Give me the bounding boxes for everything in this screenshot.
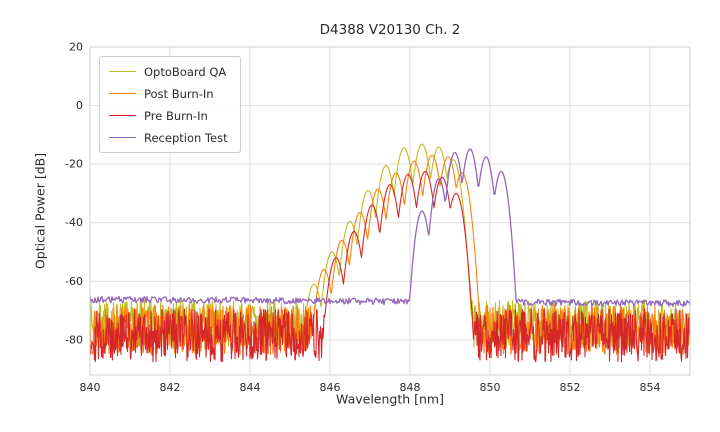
x-tick-label: 854 bbox=[640, 381, 661, 394]
x-tick-label: 844 bbox=[240, 381, 261, 394]
legend-label: Reception Test bbox=[144, 130, 228, 145]
legend-label: OptoBoard QA bbox=[144, 64, 227, 79]
x-tick-label: 848 bbox=[400, 381, 421, 394]
y-tick-label: 20 bbox=[69, 41, 83, 54]
legend-line-sample bbox=[109, 137, 136, 138]
series-line-reception-test bbox=[90, 148, 690, 308]
x-tick-label: 846 bbox=[320, 381, 341, 394]
legend-line-sample bbox=[109, 115, 136, 116]
x-tick-label: 840 bbox=[80, 381, 101, 394]
legend-label: Post Burn-In bbox=[144, 86, 214, 101]
y-tick-label: -80 bbox=[65, 333, 83, 346]
series-line-post-burn-in bbox=[90, 154, 690, 356]
y-tick-label: -20 bbox=[65, 158, 83, 171]
legend-label: Pre Burn-In bbox=[144, 108, 208, 123]
legend-entry: OptoBoard QA bbox=[109, 63, 228, 80]
legend-entry: Post Burn-In bbox=[109, 85, 228, 102]
y-tick-label: -60 bbox=[65, 275, 83, 288]
x-tick-label: 850 bbox=[480, 381, 501, 394]
y-axis-label: Optical Power [dB] bbox=[32, 152, 48, 270]
plot-border bbox=[89, 46, 691, 376]
x-tick-label: 842 bbox=[160, 381, 181, 394]
series-line-pre-burn-in bbox=[90, 170, 690, 363]
legend-line-sample bbox=[109, 71, 136, 72]
y-tick-label: 0 bbox=[76, 99, 83, 112]
x-axis-label: Wavelength [nm] bbox=[336, 391, 444, 407]
chart-title: D4388 V20130 Ch. 2 bbox=[319, 22, 461, 38]
legend: OptoBoard QA Post Burn-In Pre Burn-In Recep… bbox=[99, 56, 241, 153]
y-tick-label: -40 bbox=[65, 216, 83, 229]
legend-entry: Reception Test bbox=[109, 129, 228, 146]
legend-line-sample bbox=[109, 93, 136, 94]
x-tick-label: 852 bbox=[560, 381, 581, 394]
legend-entry: Pre Burn-In bbox=[109, 107, 228, 124]
